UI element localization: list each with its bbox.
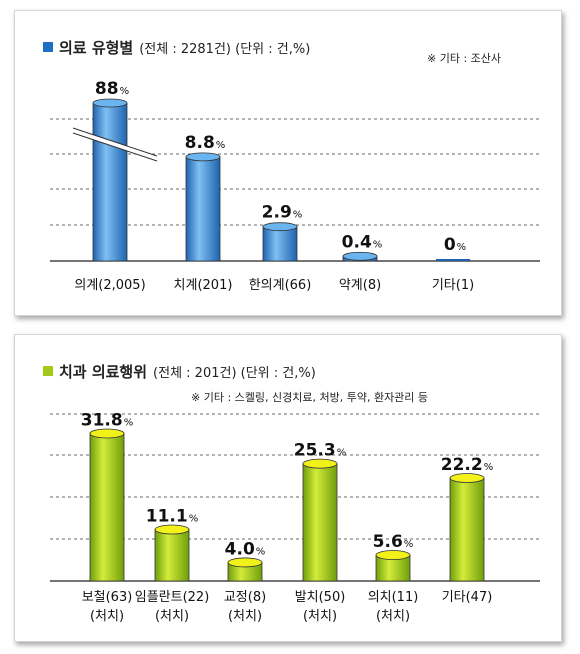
data-label-unit: % xyxy=(404,539,414,550)
bar-2 xyxy=(227,557,263,582)
data-label-unit: % xyxy=(484,462,494,473)
data-label-unit: % xyxy=(457,242,467,253)
data-label: 0.4% xyxy=(342,232,383,252)
bar-body xyxy=(89,433,125,582)
x-tick-label: 의치(11) xyxy=(368,590,419,605)
data-label-unit: % xyxy=(120,86,130,97)
x-tick-label: 치계(201) xyxy=(174,278,233,293)
bar-body xyxy=(436,259,470,261)
bar-5 xyxy=(449,473,485,582)
bar-body xyxy=(262,226,298,262)
chart-subtitle: (전체 : 201건) (단위 : 건,%) xyxy=(153,366,316,381)
bar-top xyxy=(375,550,411,560)
x-tick-label: (처치) xyxy=(155,609,189,624)
bar-4 xyxy=(436,259,470,261)
bar-top xyxy=(154,524,190,535)
data-label-unit: % xyxy=(293,210,303,221)
bar-0 xyxy=(92,98,128,262)
chart-subtitle: (전체 : 2281건) (단위 : 건,%) xyxy=(139,42,311,57)
chart-title-row: 치과 의료행위 (전체 : 201건) (단위 : 건,%) xyxy=(43,361,316,382)
bar-body xyxy=(92,102,128,262)
data-label: 8.8% xyxy=(185,133,226,153)
x-tick-label: 한의계(66) xyxy=(249,278,312,293)
data-label: 4.0% xyxy=(225,539,266,559)
data-label-unit: % xyxy=(124,417,134,428)
data-label-unit: % xyxy=(373,239,383,250)
title-marker-icon xyxy=(43,366,53,376)
data-label-unit: % xyxy=(256,546,266,557)
x-tick-label: 약계(8) xyxy=(339,278,381,293)
chart-dental-treatment: 31.8% 보철(63) (처치) 11.1% 임플란트(22) (처치) 4.0% 교정(8… xyxy=(50,410,540,624)
x-tick-label: (처치) xyxy=(228,609,262,624)
data-label: 0% xyxy=(444,235,466,255)
data-label-value: 11.1 xyxy=(146,507,188,527)
x-tick-label: (처치) xyxy=(376,609,410,624)
chart-title: 의료 유형별 xyxy=(59,39,134,57)
data-label-value: 25.3 xyxy=(294,441,336,461)
chart-panel-dental-treatment: 치과 의료행위 (전체 : 201건) (단위 : 건,%) ※ 기타 : 스켈링… xyxy=(14,334,562,642)
x-tick-label: 보철(63) xyxy=(82,590,133,605)
chart-note: ※ 기타 : 스켈링, 신경치료, 처방, 투약, 환자관리 등 xyxy=(191,391,429,404)
data-label: 2.9% xyxy=(262,203,303,223)
x-tick-label: (처치) xyxy=(303,609,337,624)
x-tick-label: 교정(8) xyxy=(224,590,266,605)
x-tick-label: (처치) xyxy=(90,609,124,624)
data-label-value: 0 xyxy=(444,235,456,255)
data-label-unit: % xyxy=(189,514,199,525)
bar-top xyxy=(89,428,125,439)
chart-note: ※ 기타 : 조산사 xyxy=(427,52,502,65)
data-label: 22.2% xyxy=(441,455,493,475)
data-label-value: 31.8 xyxy=(81,410,123,430)
axis-break-mark xyxy=(72,127,158,162)
bar-top xyxy=(185,152,221,162)
bar-top xyxy=(262,222,298,232)
data-label-value: 88 xyxy=(95,79,119,99)
x-tick-label: 기타(47) xyxy=(442,590,493,605)
bar-top xyxy=(302,458,338,469)
title-marker-icon xyxy=(43,42,53,52)
data-label-value: 8.8 xyxy=(185,133,215,153)
bar-top xyxy=(449,473,485,483)
data-label-value: 5.6 xyxy=(373,532,403,552)
data-label: 11.1% xyxy=(146,507,198,527)
data-label-value: 22.2 xyxy=(441,455,483,475)
bar-4 xyxy=(375,550,411,582)
data-label: 31.8% xyxy=(81,410,133,430)
data-label: 25.3% xyxy=(294,441,346,461)
bar-3 xyxy=(302,458,338,582)
bar-top xyxy=(342,251,378,261)
bar-body xyxy=(154,529,190,582)
data-label-value: 4.0 xyxy=(225,539,255,559)
x-tick-label: 임플란트(22) xyxy=(135,590,210,605)
chart-medical-type: 88% 의계(2,005) 8.8% 치계(201) 2.9% 한의계(66) 0.4% 약계… xyxy=(50,79,540,293)
bar-top xyxy=(92,98,128,108)
data-label: 5.6% xyxy=(373,532,414,552)
bar-2 xyxy=(262,222,298,262)
data-label: 88% xyxy=(95,79,129,99)
data-label-value: 2.9 xyxy=(262,203,292,223)
bar-top xyxy=(227,557,263,568)
bar-3 xyxy=(342,251,378,262)
bar-1 xyxy=(154,524,190,582)
bar-1 xyxy=(185,152,221,262)
x-tick-label: 기타(1) xyxy=(432,278,474,293)
data-label-value: 0.4 xyxy=(342,232,372,252)
data-label-unit: % xyxy=(216,140,226,151)
bar-0 xyxy=(89,428,125,582)
bar-body xyxy=(185,156,221,262)
data-label-unit: % xyxy=(337,448,347,459)
chart-title-row: 의료 유형별 (전체 : 2281건) (단위 : 건,%) xyxy=(43,37,310,58)
x-tick-label: 발치(50) xyxy=(295,590,346,605)
x-tick-label: 의계(2,005) xyxy=(74,278,145,293)
gridlines xyxy=(50,118,540,226)
bar-body xyxy=(302,463,338,582)
bar-body xyxy=(449,477,485,582)
chart-panel-medical-type: 의료 유형별 (전체 : 2281건) (단위 : 건,%) ※ 기타 : 조산사… xyxy=(14,10,562,316)
chart-title: 치과 의료행위 xyxy=(59,363,148,381)
